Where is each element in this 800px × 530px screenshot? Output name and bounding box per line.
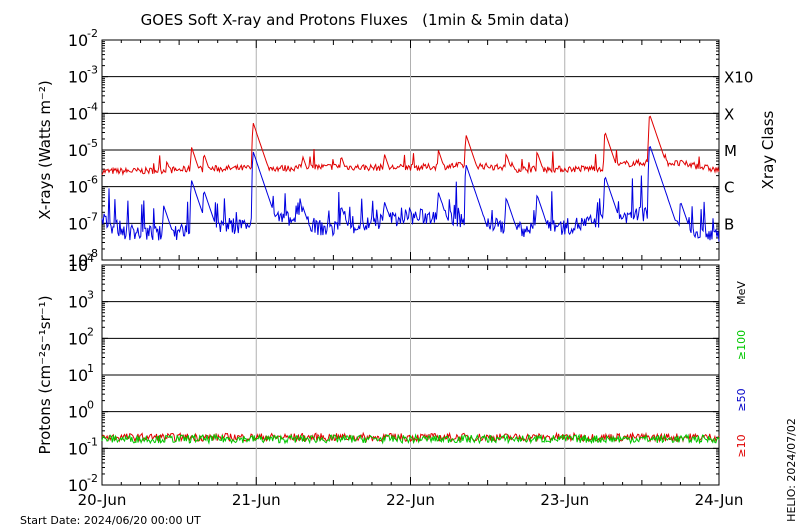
svg-text:-3: -3 <box>87 64 98 77</box>
proton-y-tick-label: 103 <box>68 289 94 312</box>
proton-y-tick-label: 10-2 <box>68 472 98 495</box>
svg-text:10: 10 <box>68 178 88 197</box>
svg-text:10: 10 <box>68 68 88 87</box>
svg-text:10: 10 <box>68 141 88 160</box>
xray-class-axis-label: Xray Class <box>759 110 777 189</box>
x-tick-label: 24-Jun <box>695 491 744 509</box>
energy-unit-label: MeV <box>735 281 748 305</box>
svg-text:3: 3 <box>87 289 94 302</box>
xray-class-label: M <box>724 142 737 160</box>
xray-y-tick-label: 10-8 <box>68 247 98 270</box>
proton-series-group <box>101 431 720 445</box>
svg-text:1: 1 <box>87 362 94 375</box>
svg-text:-1: -1 <box>87 435 98 448</box>
x-tick-label: 23-Jun <box>540 491 589 509</box>
xray-class-label: X10 <box>724 69 753 87</box>
svg-text:4: 4 <box>87 252 94 265</box>
xray-long-channel-line <box>101 115 720 177</box>
svg-text:10: 10 <box>68 256 88 275</box>
x-tick-label: 21-Jun <box>232 491 281 509</box>
xray-y-tick-label: 10-4 <box>68 100 98 123</box>
proton-y-tick-label: 102 <box>68 325 94 348</box>
start-date-label: Start Date: 2024/06/20 00:00 UT <box>20 514 201 527</box>
svg-text:10: 10 <box>68 104 88 123</box>
svg-text:10: 10 <box>68 476 88 495</box>
xray-y-tick-label: 10-6 <box>68 174 98 197</box>
svg-text:-8: -8 <box>87 247 98 260</box>
svg-text:10: 10 <box>68 31 88 50</box>
proton-legend-entry: ≥100 <box>735 330 748 360</box>
xray-class-label: C <box>724 179 734 197</box>
svg-text:2: 2 <box>87 325 94 338</box>
svg-text:-6: -6 <box>87 174 98 187</box>
xray-y-tick-label: 10-5 <box>68 137 98 160</box>
svg-text:10: 10 <box>68 293 88 312</box>
proton-100mev-line <box>101 433 720 445</box>
x-tick-label: 20-Jun <box>78 491 127 509</box>
xray-short-channel-line <box>101 146 720 242</box>
proton-legend-entry: ≥10 <box>735 434 748 457</box>
xray-class-label: B <box>724 215 734 233</box>
svg-text:-2: -2 <box>87 472 98 485</box>
x-tick-label: 22-Jun <box>386 491 435 509</box>
xray-class-label: X <box>724 105 734 123</box>
xray-series-group <box>101 115 720 242</box>
svg-text:10: 10 <box>68 251 88 270</box>
xray-y-tick-label: 10-2 <box>68 27 98 50</box>
proton-y-axis-label: Protons (cm⁻²s⁻¹sr⁻¹) <box>36 295 54 454</box>
xray-y-tick-label: 10-7 <box>68 210 98 233</box>
svg-text:-7: -7 <box>87 210 98 223</box>
chart-title: GOES Soft X-ray and Protons Fluxes (1min… <box>141 11 570 29</box>
proton-y-tick-label: 10-1 <box>68 435 98 458</box>
proton-y-tick-label: 100 <box>68 399 94 422</box>
proton-y-tick-label: 101 <box>68 362 94 385</box>
helio-stamp: HELIO: 2024/07/02 <box>785 418 798 522</box>
proton-y-tick-label: 104 <box>68 252 94 275</box>
svg-text:-5: -5 <box>87 137 98 150</box>
svg-text:0: 0 <box>87 399 94 412</box>
svg-text:-2: -2 <box>87 27 98 40</box>
xray-y-tick-label: 10-3 <box>68 64 98 87</box>
svg-text:10: 10 <box>68 403 88 422</box>
xray-y-axis-label: X-rays (Watts m⁻²) <box>36 80 54 219</box>
svg-text:10: 10 <box>68 366 88 385</box>
svg-text:-4: -4 <box>87 100 98 113</box>
proton-legend-entry: ≥50 <box>735 388 748 411</box>
svg-text:10: 10 <box>68 214 88 233</box>
svg-text:10: 10 <box>68 439 88 458</box>
svg-text:10: 10 <box>68 329 88 348</box>
